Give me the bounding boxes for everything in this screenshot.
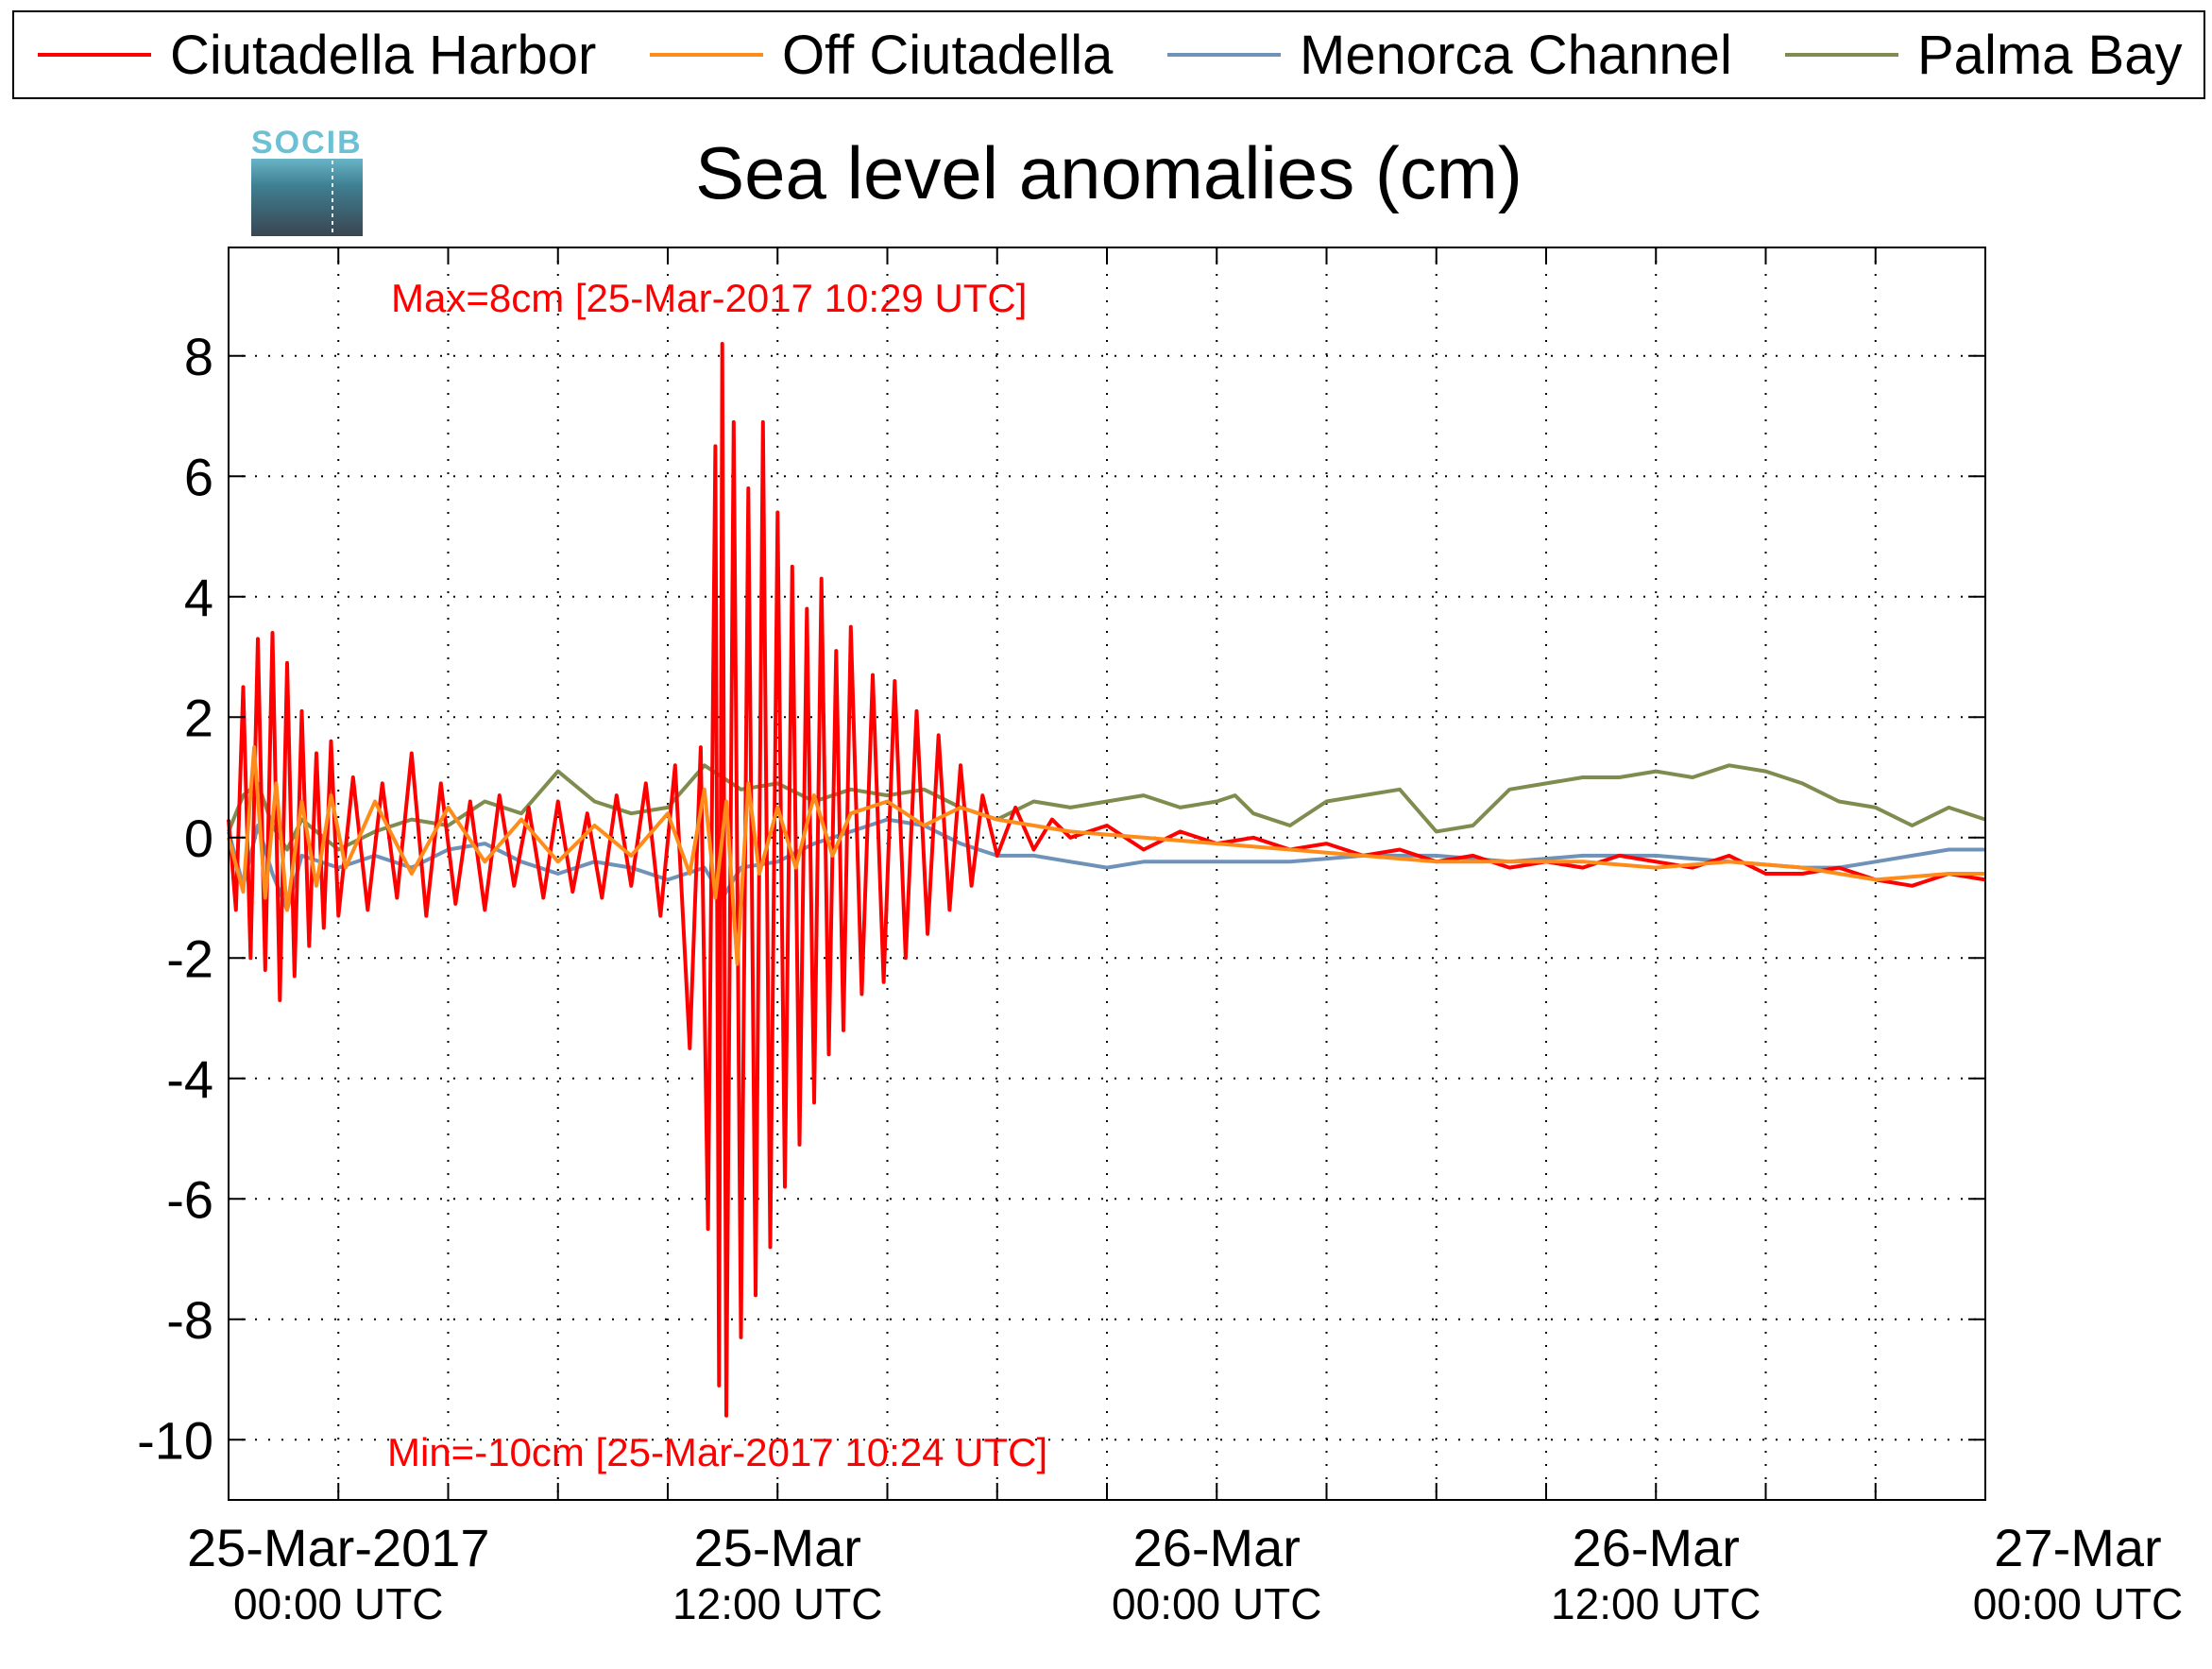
legend: Ciutadella Harbor Off Ciutadella Menorca C… [12,10,2205,99]
x-tick-sublabel: 00:00 UTC [1112,1579,1321,1628]
x-tick-label: 25-Mar-2017 [187,1518,490,1577]
x-tick-sublabel: 12:00 UTC [1551,1579,1761,1628]
y-tick-label: -2 [166,928,213,988]
legend-entries: Ciutadella Harbor Off Ciutadella Menorca C… [38,25,2182,86]
y-tick-label: 8 [184,327,213,386]
legend-label: Ciutadella Harbor [170,25,596,86]
plot-area [227,247,1986,1501]
min-annotation: Min=-10cm [25-Mar-2017 10:24 UTC] [387,1430,1047,1474]
y-tick-label: 0 [184,809,213,868]
x-tick-label: 27-Mar [1994,1518,2161,1577]
legend-label: Palma Bay [1917,25,2182,86]
x-tick-label: 26-Mar [1573,1518,1740,1577]
legend-label: Off Ciutadella [782,25,1114,86]
y-tick-label: -4 [166,1049,213,1109]
y-tick-label: 6 [184,447,213,506]
series-line [227,342,1986,1418]
series-layer [227,342,1986,1418]
x-tick-label: 26-Mar [1133,1518,1301,1577]
y-tick-label: -10 [137,1410,213,1470]
y-tick-label: -6 [166,1169,213,1229]
y-axis: 8 6 4 2 0 -2 -4 -6 -8 -10 [137,327,213,1471]
x-tick-label: 25-Mar [694,1518,861,1577]
logo-block [251,159,363,236]
x-tick-sublabel: 12:00 UTC [672,1579,882,1628]
x-tick-sublabel: 00:00 UTC [1973,1579,2183,1628]
legend-label: Menorca Channel [1300,25,1732,86]
max-annotation: Max=8cm [25-Mar-2017 10:29 UTC] [391,276,1027,320]
x-tick-sublabel: 00:00 UTC [233,1579,443,1628]
chart-title: Sea level anomalies (cm) [695,131,1523,214]
y-tick-label: -8 [166,1290,213,1350]
socib-logo: SOCIB [251,125,363,236]
plot-frame [229,247,1985,1500]
tick-marks [229,247,1985,1500]
logo-text: SOCIB [251,125,363,161]
y-tick-label: 4 [184,568,213,627]
y-tick-label: 2 [184,688,213,747]
series-line [227,745,1985,966]
grid [229,247,1985,1500]
